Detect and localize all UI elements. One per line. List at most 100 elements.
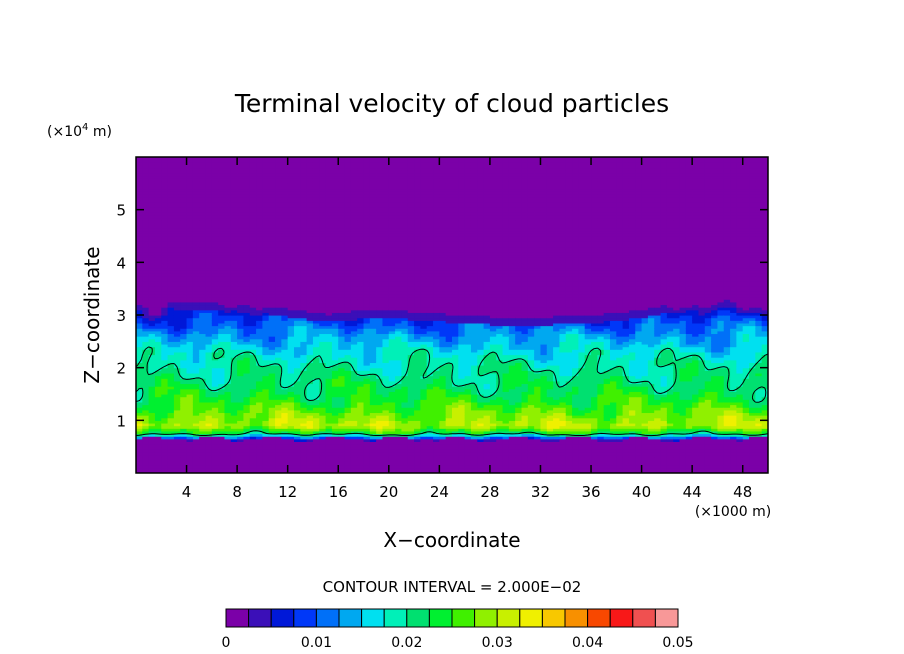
- heatmap-cell: [287, 380, 295, 385]
- heatmap-cell: [230, 454, 238, 458]
- heatmap-cell: [249, 288, 257, 292]
- heatmap-cell: [199, 217, 207, 221]
- heatmap-cell: [287, 288, 295, 292]
- heatmap-cell: [136, 183, 143, 187]
- heatmap-cell: [211, 451, 219, 456]
- heatmap-cell: [243, 375, 251, 379]
- heatmap-cell: [218, 164, 226, 169]
- heatmap-cell: [287, 386, 295, 390]
- heatmap-cell: [173, 362, 181, 366]
- heatmap-cell: [294, 164, 301, 169]
- heatmap-cell: [142, 391, 150, 395]
- heatmap-cell: [275, 428, 282, 432]
- heatmap-cell: [256, 330, 263, 335]
- heatmap-cell: [281, 330, 289, 335]
- heatmap-cell: [154, 251, 162, 256]
- heatmap-cell: [192, 167, 200, 171]
- heatmap-cell: [142, 251, 150, 256]
- heatmap-cell: [205, 459, 213, 464]
- heatmap-cell: [218, 246, 226, 250]
- heatmap-cell: [294, 380, 301, 385]
- heatmap-cell: [218, 404, 226, 408]
- heatmap-cell: [173, 249, 181, 253]
- heatmap-cell: [237, 459, 245, 464]
- heatmap-cell: [136, 338, 143, 342]
- heatmap-cell: [205, 365, 213, 369]
- heatmap-cell: [249, 333, 257, 337]
- heatmap-cell: [268, 243, 276, 248]
- heatmap-cell: [268, 436, 276, 440]
- heatmap-cell: [275, 378, 282, 382]
- heatmap-cell: [205, 428, 213, 432]
- heatmap-cell: [199, 228, 207, 232]
- heatmap-cell: [287, 399, 295, 403]
- heatmap-cell: [256, 365, 263, 369]
- heatmap-cell: [281, 204, 289, 208]
- heatmap-cell: [218, 325, 226, 329]
- heatmap-cell: [192, 322, 200, 327]
- heatmap-cell: [256, 167, 263, 171]
- heatmap-cell: [199, 396, 207, 400]
- heatmap-cell: [256, 341, 263, 345]
- heatmap-cell: [173, 438, 181, 442]
- heatmap-cell: [180, 354, 188, 358]
- heatmap-cell: [287, 346, 295, 350]
- heatmap-cell: [173, 412, 181, 416]
- heatmap-cell: [192, 394, 200, 398]
- heatmap-cell: [180, 267, 188, 271]
- heatmap-cell: [180, 433, 188, 437]
- heatmap-cell: [154, 293, 162, 298]
- heatmap-cell: [237, 157, 245, 161]
- heatmap-cell: [180, 367, 188, 371]
- heatmap-cell: [268, 209, 276, 213]
- heatmap-cell: [243, 338, 251, 342]
- y-axis-unit: (×104 m): [47, 122, 112, 140]
- heatmap-cell: [173, 465, 181, 469]
- heatmap-cell: [268, 396, 276, 400]
- heatmap-cell: [199, 372, 207, 377]
- heatmap-cell: [224, 246, 232, 250]
- heatmap-cell: [287, 185, 295, 190]
- heatmap-cell: [161, 394, 169, 398]
- heatmap-cell: [192, 254, 200, 258]
- heatmap-cell: [256, 193, 263, 198]
- heatmap-cell: [173, 296, 181, 300]
- heatmap-cell: [256, 225, 263, 229]
- heatmap-cell: [294, 391, 301, 395]
- heatmap-cell: [294, 257, 301, 261]
- heatmap-cell: [142, 388, 150, 392]
- heatmap-cell: [224, 372, 232, 377]
- heatmap-cell: [148, 288, 156, 292]
- heatmap-cell: [154, 220, 162, 224]
- heatmap-cell: [275, 257, 282, 261]
- heatmap-cell: [230, 288, 238, 292]
- heatmap-cell: [287, 304, 295, 308]
- heatmap-cell: [186, 230, 194, 234]
- heatmap-cell: [268, 191, 276, 195]
- heatmap-cell: [237, 286, 245, 290]
- heatmap-cell: [287, 412, 295, 416]
- heatmap-cell: [167, 404, 175, 408]
- heatmap-cell: [218, 196, 226, 200]
- heatmap-cell: [224, 404, 232, 408]
- heatmap-cell: [192, 175, 200, 179]
- heatmap-cell: [180, 222, 188, 227]
- heatmap-cell: [148, 396, 156, 400]
- heatmap-cell: [281, 304, 289, 308]
- heatmap-cell: [275, 365, 282, 369]
- heatmap-cell: [256, 383, 263, 387]
- heatmap-cell: [167, 415, 175, 419]
- heatmap-cell: [205, 333, 213, 337]
- heatmap-cell: [180, 467, 188, 471]
- heatmap-cell: [243, 283, 251, 287]
- heatmap-cell: [268, 159, 276, 163]
- heatmap-cell: [287, 283, 295, 287]
- heatmap-cell: [237, 180, 245, 184]
- heatmap-cell: [256, 199, 263, 203]
- heatmap-cell: [224, 449, 232, 453]
- heatmap-cell: [256, 188, 263, 192]
- heatmap-cell: [154, 420, 162, 424]
- heatmap-cell: [167, 220, 175, 224]
- heatmap-cell: [192, 159, 200, 163]
- heatmap-cell: [287, 422, 295, 427]
